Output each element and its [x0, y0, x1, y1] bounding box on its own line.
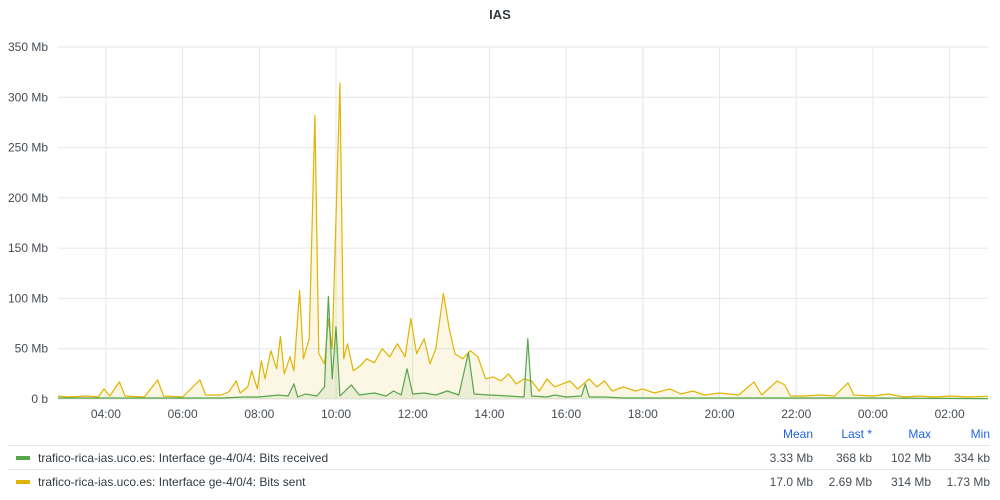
legend-table: Mean Last * Max Min trafico-rica-ias.uco… [8, 422, 990, 493]
x-tick-label: 04:00 [91, 407, 121, 420]
x-tick-label: 02:00 [935, 407, 965, 420]
x-tick-label: 18:00 [628, 407, 658, 420]
x-tick-label: 16:00 [551, 407, 581, 420]
max-value: 102 Mb [890, 450, 931, 465]
x-tick-label: 12:00 [398, 407, 428, 420]
y-tick-label: 0 b [31, 392, 48, 406]
traffic-chart: 0 b 50 Mb 100 Mb 150 Mb 200 Mb 250 Mb 300 Mb 35… [8, 40, 989, 420]
min-value: 334 kb [953, 450, 990, 465]
last-value: 2.69 Mb [828, 474, 872, 489]
y-tick-label: 350 Mb [8, 40, 48, 54]
last-value: 368 kb [835, 450, 872, 465]
mean-value: 3.33 Mb [769, 450, 813, 465]
legend-row-sent[interactable]: trafico-rica-ias.uco.es: Interface ge-4/… [8, 469, 990, 493]
series-layer [57, 82, 989, 400]
mean-value: 17.0 Mb [769, 474, 813, 489]
series-color-swatch[interactable] [16, 455, 30, 460]
x-tick-label: 06:00 [168, 407, 198, 420]
x-tick-label: 22:00 [781, 407, 811, 420]
x-tick-label: 14:00 [474, 407, 504, 420]
y-axis: 0 b 50 Mb 100 Mb 150 Mb 200 Mb 250 Mb 300 Mb 35… [8, 40, 48, 406]
x-tick-label: 10:00 [321, 407, 351, 420]
y-tick-label: 250 Mb [8, 141, 48, 155]
series-color-swatch[interactable] [16, 479, 30, 484]
series-name[interactable]: trafico-rica-ias.uco.es: Interface ge-4/… [38, 450, 329, 465]
min-header[interactable]: Min [970, 426, 990, 441]
min-value: 1.73 Mb [946, 474, 990, 489]
y-tick-label: 150 Mb [8, 241, 48, 255]
last-header[interactable]: Last * [841, 426, 872, 441]
grid-lines [58, 46, 988, 400]
mean-header[interactable]: Mean [782, 426, 813, 441]
series-line-bits-received[interactable] [58, 295, 989, 400]
panel-title: IAS [489, 7, 511, 22]
x-axis: 04:00 06:00 08:00 10:00 12:00 14:00 16:00 18:00… [91, 407, 965, 420]
y-tick-label: 100 Mb [8, 291, 48, 305]
y-tick-label: 300 Mb [8, 90, 48, 104]
series-line-bits-sent[interactable] [57, 82, 989, 398]
max-value: 314 Mb [890, 474, 931, 489]
series-name[interactable]: trafico-rica-ias.uco.es: Interface ge-4/… [38, 474, 306, 489]
max-header[interactable]: Max [908, 426, 931, 441]
x-tick-label: 08:00 [244, 407, 274, 420]
y-tick-label: 200 Mb [8, 191, 48, 205]
x-tick-label: 20:00 [705, 407, 735, 420]
y-tick-label: 50 Mb [15, 342, 49, 356]
legend-row-received[interactable]: trafico-rica-ias.uco.es: Interface ge-4/… [8, 445, 990, 469]
series-area-bits-sent [58, 83, 988, 399]
legend-header: Mean Last * Max Min [8, 422, 990, 445]
x-tick-label: 00:00 [858, 407, 888, 420]
